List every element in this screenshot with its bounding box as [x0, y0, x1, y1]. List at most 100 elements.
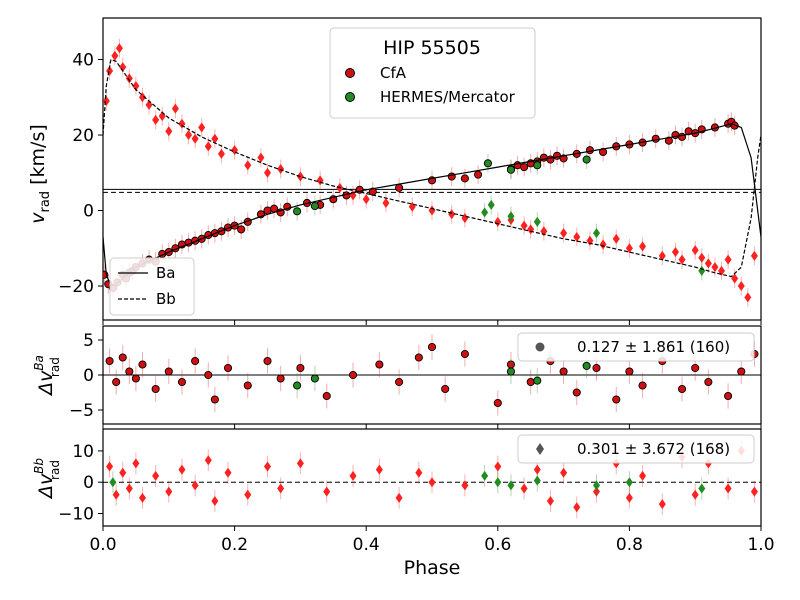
x-tick-label: 1.0	[747, 535, 774, 555]
main-point	[264, 167, 271, 178]
residual-ba-point	[704, 377, 713, 387]
main-point	[428, 205, 436, 216]
residual-bb-point	[224, 467, 232, 478]
residual-ba-point	[375, 360, 384, 369]
residual-ba-point	[506, 367, 516, 376]
main-ytick-label: 20	[72, 126, 94, 146]
main-ylabel: vrad [km/s]	[27, 124, 53, 224]
residual-ba-point	[151, 384, 160, 394]
main-point	[724, 254, 732, 265]
residual-bb-point	[698, 483, 706, 494]
residual-bb-point	[165, 486, 173, 497]
main-point	[237, 225, 246, 234]
main-point	[573, 231, 581, 242]
main-point	[585, 146, 594, 155]
main-point	[691, 245, 699, 256]
residual-bb-point	[138, 492, 146, 503]
residual-bb-point	[178, 464, 186, 475]
main-point	[448, 209, 456, 220]
residual-ba-ylabel: ΔvBa rad	[32, 355, 62, 397]
main-point	[171, 103, 179, 114]
residual-bb-plot-area	[103, 439, 761, 519]
main-point	[257, 152, 265, 163]
residual-bb-point	[593, 480, 600, 491]
main-point	[103, 96, 110, 107]
residual-ba-point	[460, 349, 469, 359]
main-point	[671, 247, 679, 258]
residual-ba-point	[138, 360, 147, 369]
legend-cfa-marker	[345, 68, 355, 78]
residual-ba-point	[112, 377, 121, 387]
residual-bb-point	[639, 470, 647, 481]
legend-ba-label: Ba	[156, 264, 175, 282]
main-point	[506, 165, 516, 174]
residual-bb-point	[323, 486, 331, 497]
residual-bb-point	[428, 477, 436, 488]
main-point	[639, 241, 647, 252]
residual-ba-point	[677, 384, 687, 394]
main-point	[362, 194, 370, 205]
main-point	[582, 155, 591, 164]
legend-data-box	[329, 27, 536, 119]
model-bb-curve	[103, 58, 761, 278]
residual-ba-point	[427, 342, 437, 352]
residual-bb-point	[750, 486, 758, 497]
main-point	[520, 220, 528, 231]
main-point	[731, 273, 739, 284]
main-point	[487, 199, 495, 210]
residual-ba-point	[441, 384, 450, 394]
main-point	[185, 130, 193, 141]
main-point	[704, 258, 712, 269]
main-point	[744, 292, 752, 303]
residual-ba-point	[243, 381, 252, 390]
residual-bb-point	[546, 495, 554, 506]
x-tick-label: 0.4	[353, 535, 380, 555]
residual-bb-point	[119, 467, 127, 478]
residual-bb-ytick-label: 0	[83, 473, 94, 493]
residual-bb-point	[277, 483, 285, 494]
residual-ba-point	[322, 391, 331, 401]
residual-bb-point	[152, 470, 160, 481]
residual-bb-point	[395, 492, 403, 503]
residual-bb-point	[533, 475, 541, 486]
residual-bb-ylabel: ΔvBb rad	[32, 458, 62, 500]
residual-bb-point	[132, 458, 140, 469]
x-tick-label: 0.8	[616, 535, 643, 555]
legend-data: HIP 55505 CfA HERMES/Mercator	[329, 27, 536, 119]
main-point	[217, 148, 225, 159]
main-point	[698, 265, 706, 276]
residual-bb-point	[204, 455, 212, 466]
residual-ba-point	[276, 374, 285, 383]
main-point	[111, 50, 119, 61]
main-point	[191, 133, 199, 144]
legend-cfa-label: CfA	[380, 64, 407, 82]
residual-bb-point	[211, 495, 219, 506]
residual-bb-point	[691, 489, 699, 500]
legend-models-box	[109, 257, 195, 316]
main-point	[460, 174, 469, 183]
residual-bb-point	[461, 480, 469, 491]
main-point	[483, 159, 492, 168]
main-point	[481, 207, 489, 218]
residual-ba-point	[582, 361, 591, 370]
main-point	[106, 65, 114, 76]
main-point	[316, 175, 324, 186]
residual-ba-point	[612, 395, 621, 404]
legend-models: Ba Bb	[109, 257, 195, 316]
residual-bb-point	[375, 464, 383, 475]
main-ytick-label: −20	[58, 277, 94, 297]
main-point	[310, 201, 319, 211]
x-tick-label: 0.0	[89, 535, 116, 555]
residual-ba-point	[533, 376, 542, 385]
residual-bb-point	[625, 492, 633, 503]
residual-ba-point	[293, 381, 302, 390]
main-point	[737, 281, 745, 292]
main-ytick-label: 0	[83, 202, 94, 222]
main-point	[198, 122, 206, 133]
main-point	[152, 114, 160, 125]
residual-bb-point	[264, 461, 271, 472]
main-point	[382, 197, 390, 208]
main-ytick-label: 40	[72, 51, 94, 71]
main-point	[165, 126, 173, 137]
main-point	[132, 80, 140, 91]
